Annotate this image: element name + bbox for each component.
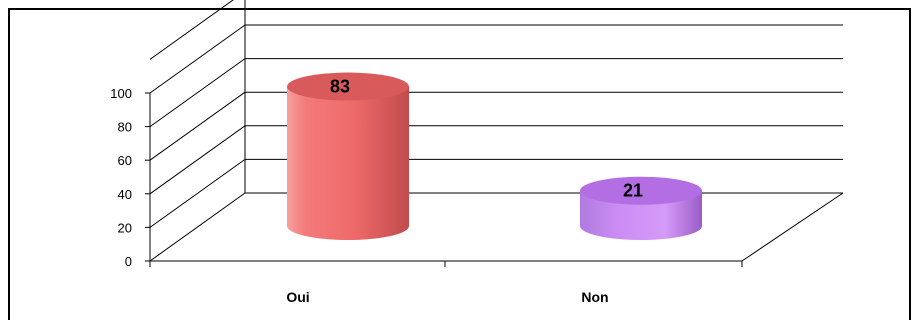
bars xyxy=(287,72,702,240)
y-tick-label: 0 xyxy=(125,254,132,269)
y-tick-label: 40 xyxy=(118,187,132,202)
bar-oui xyxy=(287,72,409,240)
gridline-diagonal xyxy=(149,0,234,60)
bar-top xyxy=(287,72,409,101)
gridline-diagonal xyxy=(149,58,246,128)
gridline-diagonal xyxy=(149,24,246,94)
floor-right-edge xyxy=(741,192,844,262)
gridlines xyxy=(149,0,844,262)
gridline-diagonal xyxy=(149,125,246,195)
y-tick-label: 100 xyxy=(110,86,132,101)
y-axis xyxy=(145,92,743,267)
y-tick-label: 60 xyxy=(118,153,132,168)
y-tick-label: 80 xyxy=(118,120,132,135)
gridline-diagonal xyxy=(149,158,246,228)
bar-body xyxy=(580,190,702,240)
bar-top xyxy=(580,176,702,205)
labels: 0 20 40 60 80 100 83 Oui 21 Non xyxy=(110,77,643,305)
gridline-diagonal xyxy=(149,91,246,161)
y-tick-label: 20 xyxy=(118,220,132,235)
gridline-diagonal xyxy=(149,192,246,262)
bar-body xyxy=(287,86,409,240)
bar-non xyxy=(580,176,702,240)
chart-frame xyxy=(8,8,911,320)
category-label: Oui xyxy=(286,289,309,305)
category-label: Non xyxy=(581,289,608,305)
data-label: 83 xyxy=(330,77,350,97)
data-label: 21 xyxy=(623,181,643,201)
